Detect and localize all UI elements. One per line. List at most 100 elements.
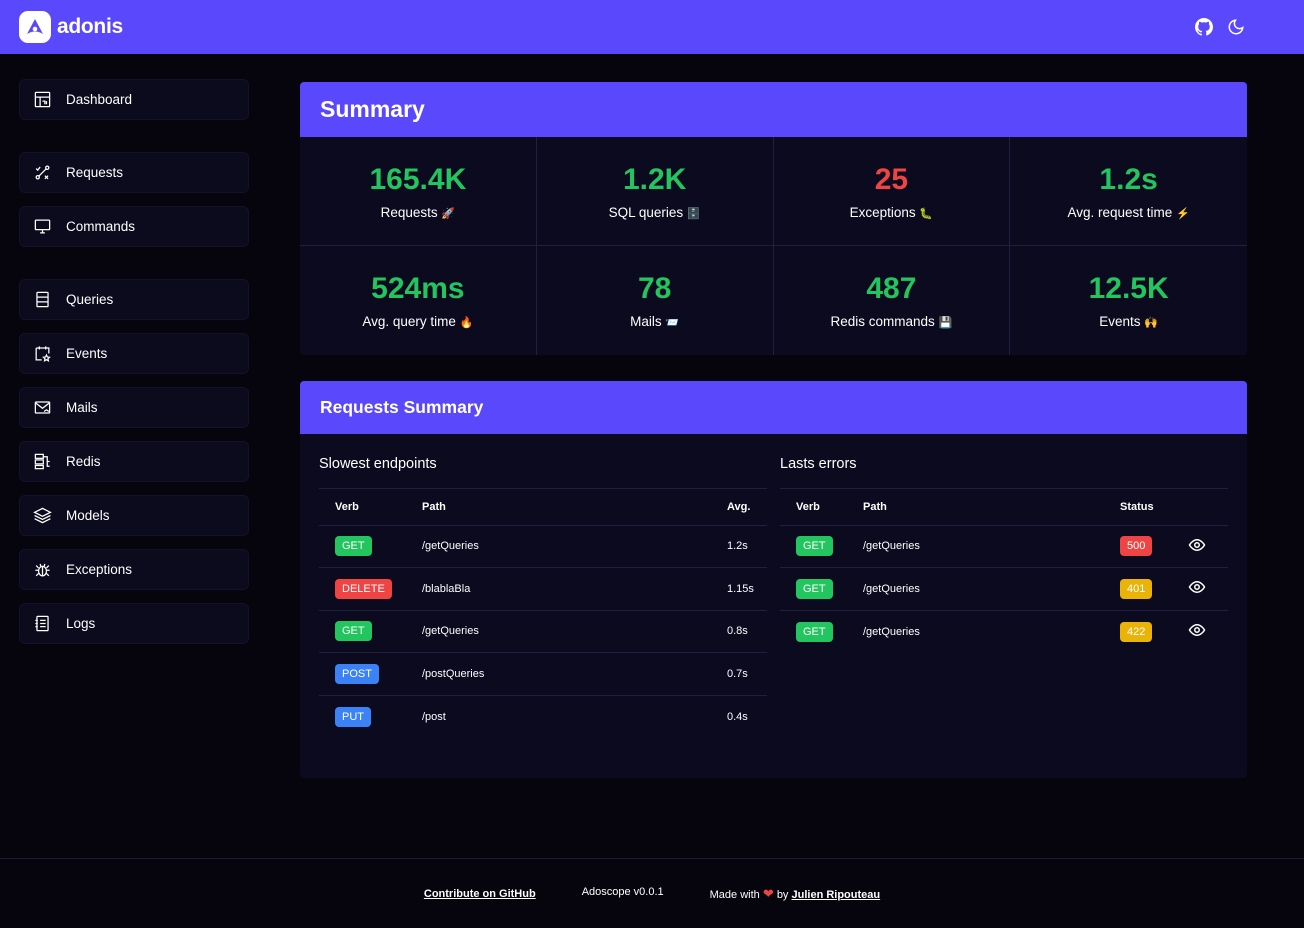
stat-emoji-icon: 💾 xyxy=(938,317,953,329)
table-row[interactable]: DELETE/blablaBla 1.15s xyxy=(319,567,767,611)
badge: GET xyxy=(796,621,833,642)
dashboard-icon xyxy=(34,91,51,108)
stat-value: 78 xyxy=(637,272,672,305)
logo[interactable]: adonis xyxy=(19,11,123,43)
sidebar-item-mails[interactable]: Mails xyxy=(19,387,249,428)
stat-value: 12.5K xyxy=(1088,272,1169,305)
avg: 0.8s xyxy=(727,610,767,653)
dark-mode-toggle-moon-icon[interactable] xyxy=(1227,18,1245,36)
sidebar-item-models[interactable]: Models xyxy=(19,495,249,536)
eye-icon[interactable] xyxy=(1188,621,1206,639)
sidebar-item-label: Logs xyxy=(66,616,96,631)
brand-name: adonis xyxy=(57,15,123,38)
author-link[interactable]: Julien Ripouteau xyxy=(791,888,881,901)
stat-card: 1.2K SQL queries 🗄️ xyxy=(536,137,774,246)
redis-icon xyxy=(34,453,50,470)
credits: Made with ❤ by Julien Ripouteau xyxy=(710,886,880,902)
avg: 1.15s xyxy=(727,567,767,611)
avg: 0.7s xyxy=(727,652,767,696)
stat-label: Events 🙌 xyxy=(1099,314,1158,329)
stat-card: 487 Redis commands 💾 xyxy=(774,246,1011,355)
col-avg: Avg. xyxy=(727,489,767,526)
stat-emoji-icon: ⚡ xyxy=(1176,207,1190,220)
sidebar-item-label: Commands xyxy=(66,219,136,234)
path: /blablaBla xyxy=(422,567,727,611)
sidebar-item-queries[interactable]: Queries xyxy=(19,279,249,320)
eye-icon[interactable] xyxy=(1188,578,1206,596)
stat-label-text: Events xyxy=(1099,314,1141,329)
table-row[interactable]: GET/getQueries 500 xyxy=(780,525,1228,568)
badge: 401 xyxy=(1120,578,1153,599)
version: Adoscope v0.0.1 xyxy=(581,885,664,898)
stat-card: 25 Exceptions 🐛 xyxy=(773,137,1011,246)
sidebar-item-label: Mails xyxy=(66,400,98,415)
bug-icon xyxy=(35,563,50,577)
table-row[interactable]: GET/getQueries 401 xyxy=(780,567,1228,611)
stat-value: 1.2K xyxy=(622,162,687,196)
stat-label: Requests 🚀 xyxy=(381,205,456,220)
requests-icon xyxy=(35,165,50,180)
stat-label: SQL queries 🗄️ xyxy=(609,205,701,220)
slowest-endpoints: Slowest endpoints Verb Path Avg. GET/get… xyxy=(319,456,767,738)
stat-emoji-icon: 🗄️ xyxy=(686,207,701,220)
sidebar-item-events[interactable]: Events xyxy=(19,333,249,374)
made-with-text: Made with xyxy=(709,888,760,901)
table-row[interactable]: GET/getQueries 422 xyxy=(780,610,1228,653)
badge: GET xyxy=(796,536,833,557)
badge: 500 xyxy=(1120,536,1153,557)
badge: 422 xyxy=(1120,621,1153,642)
layers-icon xyxy=(33,507,52,524)
stat-card: 12.5K Events 🙌 xyxy=(1010,246,1247,355)
sidebar-item-logs[interactable]: Logs xyxy=(19,603,249,644)
table-row[interactable]: GET/getQueries 1.2s xyxy=(319,525,767,568)
sidebar-item-dashboard[interactable]: Dashboard xyxy=(19,79,249,120)
requests-summary-title: Requests Summary xyxy=(300,381,1247,434)
badge: PUT xyxy=(335,706,371,727)
stat-card: 524ms Avg. query time 🔥 xyxy=(300,246,537,355)
eye-icon[interactable] xyxy=(1188,536,1206,554)
sidebar-item-requests[interactable]: Requests xyxy=(19,152,249,193)
stat-label-text: SQL queries xyxy=(608,204,684,220)
summary-title: Summary xyxy=(300,82,1247,137)
stat-value: 524ms xyxy=(371,272,465,305)
sidebar-item-label: Events xyxy=(66,346,108,361)
mail-icon xyxy=(34,401,51,414)
summary-panel: Summary 165.4K Requests 🚀 1.2K SQL queries … xyxy=(300,82,1247,355)
stat-value: 487 xyxy=(866,272,917,305)
sidebar-item-label: Exceptions xyxy=(66,562,133,577)
github-icon[interactable] xyxy=(1195,18,1213,36)
stat-emoji-icon: 🚀 xyxy=(441,207,456,220)
sidebar-item-redis[interactable]: Redis xyxy=(19,441,249,482)
sidebar: Dashboard Requests Commands Queries Events Ma… xyxy=(19,79,249,657)
stat-value: 1.2s xyxy=(1099,162,1158,196)
path: /getQueries xyxy=(422,610,727,653)
badge: POST xyxy=(335,663,379,684)
table-row[interactable]: GET/getQueries 0.8s xyxy=(319,610,767,653)
table-row[interactable]: PUT/post 0.4s xyxy=(319,695,767,738)
stat-card: 1.2s Avg. request time ⚡ xyxy=(1010,137,1247,246)
stat-card: 78 Mails 📨 xyxy=(537,246,774,355)
sidebar-item-commands[interactable]: Commands xyxy=(19,206,249,247)
path: /getQueries xyxy=(863,625,920,638)
sidebar-item-exceptions[interactable]: Exceptions xyxy=(19,549,249,590)
stat-label-text: Avg. query time xyxy=(362,314,456,329)
logs-icon xyxy=(35,615,49,632)
footer: Contribute on GitHub Adoscope v0.0.1 Mad… xyxy=(0,858,1304,928)
requests-summary-panel: Requests Summary Slowest endpoints Verb … xyxy=(300,381,1247,778)
last-errors-title: Lasts errors xyxy=(780,456,1228,489)
heart-icon: ❤ xyxy=(762,885,774,901)
stat-label: Avg. request time ⚡ xyxy=(1067,205,1189,220)
badge: GET xyxy=(796,578,833,599)
col-path: Path xyxy=(863,489,1120,526)
github-link[interactable]: Contribute on GitHub xyxy=(423,887,536,900)
col-path: Path xyxy=(422,489,727,526)
stat-value: 165.4K xyxy=(369,162,467,196)
table-row[interactable]: POST/postQueries 0.7s xyxy=(319,652,767,696)
adonis-logo-icon xyxy=(19,11,51,43)
path: /postQueries xyxy=(422,652,727,696)
stat-value: 25 xyxy=(874,162,909,196)
database-icon xyxy=(36,291,49,308)
sidebar-item-label: Dashboard xyxy=(66,92,133,107)
badge: GET xyxy=(335,536,372,557)
stat-label-text: Exceptions xyxy=(849,204,916,220)
